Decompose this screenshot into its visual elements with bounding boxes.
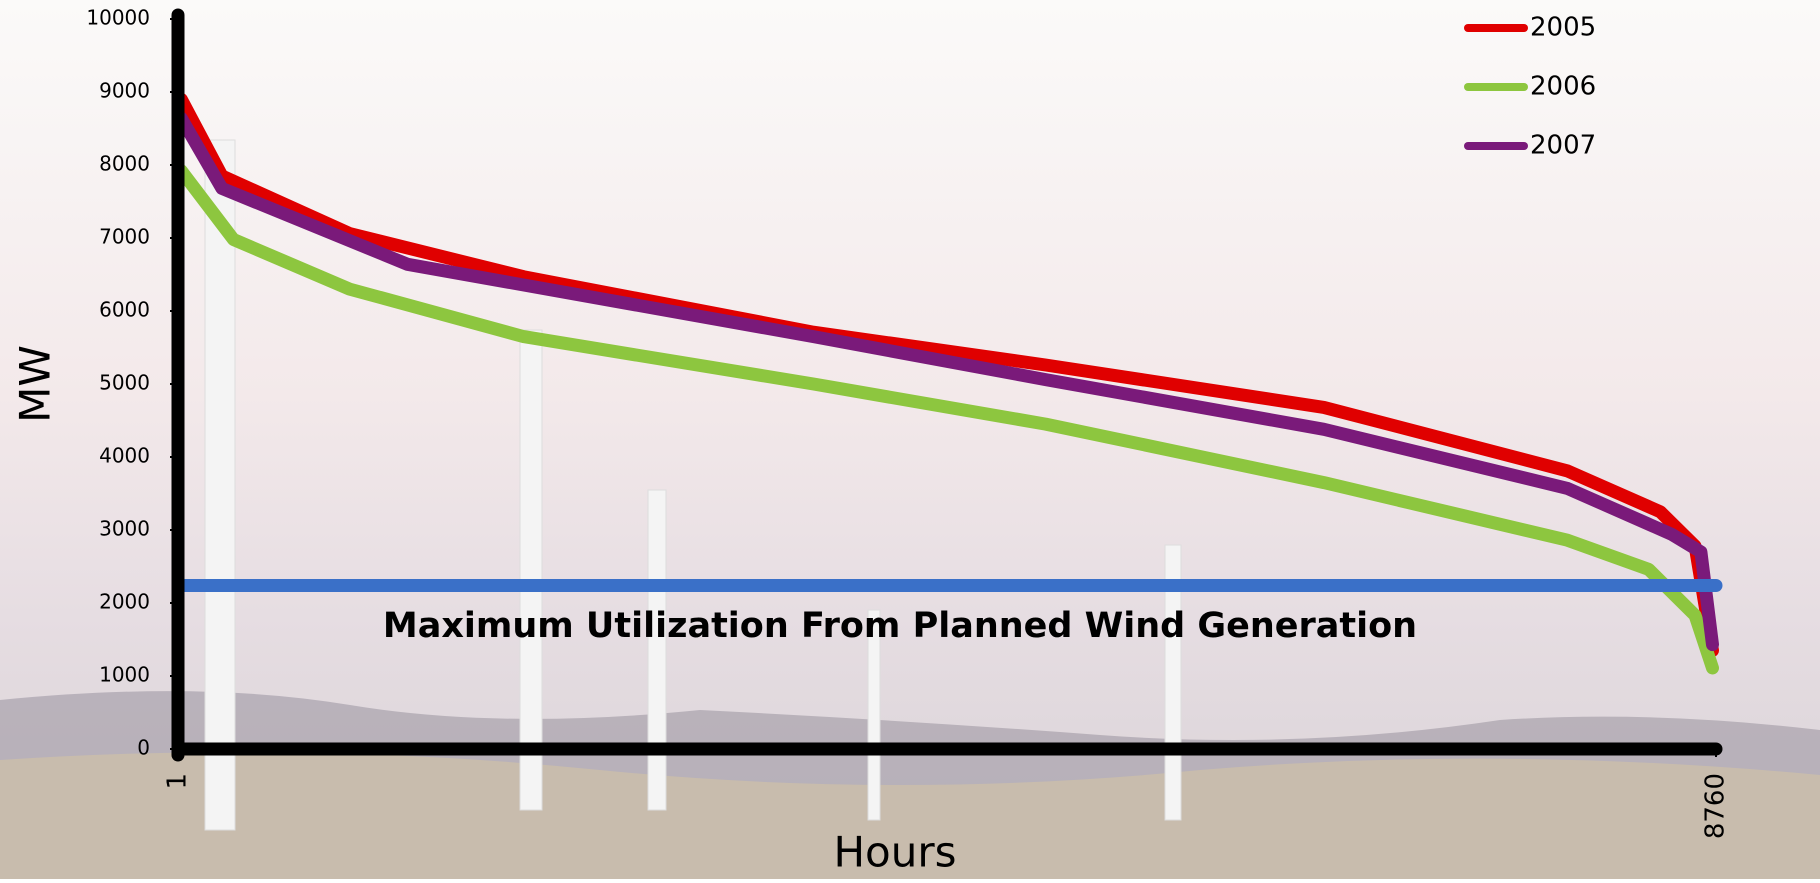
x-axis-title: Hours <box>833 828 956 877</box>
y-tick-label: 3000 <box>99 517 150 541</box>
y-tick-label: 6000 <box>99 298 150 322</box>
x-tick-label: 1 <box>163 773 193 790</box>
hills-near <box>0 752 1820 879</box>
y-tick-label: 4000 <box>99 444 150 468</box>
legend-label: 2006 <box>1530 72 1596 102</box>
data-line <box>174 92 1719 657</box>
y-tick-label: 9000 <box>99 79 150 103</box>
data-line <box>174 111 1719 652</box>
legend-label: 2005 <box>1530 13 1596 43</box>
y-tick-label: 0 <box>137 736 150 760</box>
y-tick-label: 10000 <box>86 6 150 30</box>
reference-label: Maximum Utilization From Planned Wind Ge… <box>383 606 1417 646</box>
legend-label: 2007 <box>1530 131 1596 161</box>
y-tick-label: 2000 <box>99 590 150 614</box>
y-tick-label: 7000 <box>99 225 150 249</box>
y-tick-label: 1000 <box>99 663 150 687</box>
y-axis-title: MW <box>11 345 60 423</box>
y-tick-label: 8000 <box>99 152 150 176</box>
x-tick-label: 8760 <box>1701 773 1731 839</box>
y-tick-label: 5000 <box>99 371 150 395</box>
